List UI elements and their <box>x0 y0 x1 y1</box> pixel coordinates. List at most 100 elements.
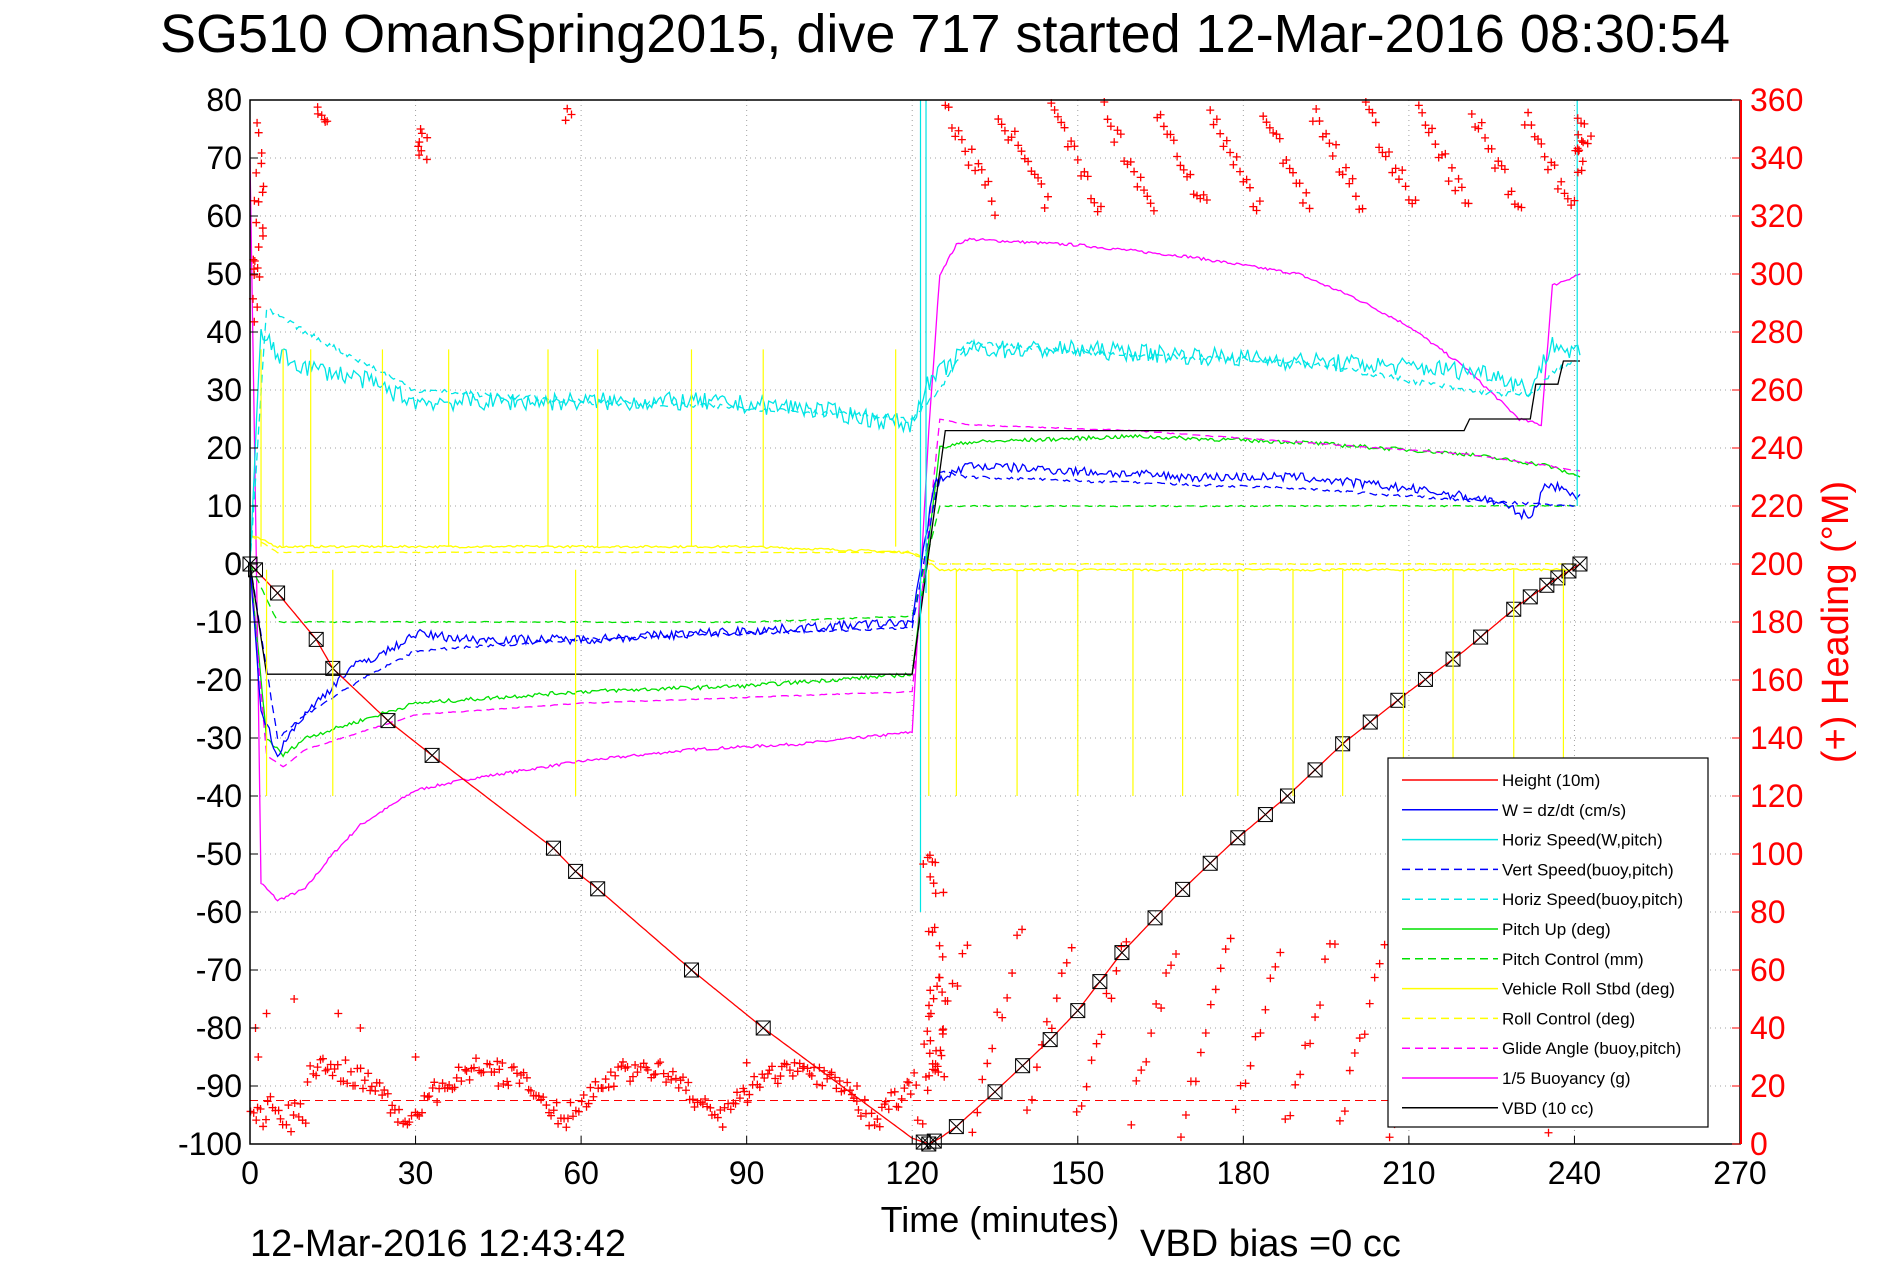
y-tick-label: -100 <box>178 1126 242 1162</box>
heading-mark <box>1444 177 1453 186</box>
heading-mark <box>1169 136 1178 145</box>
heading-mark <box>1355 1034 1364 1043</box>
heading-mark <box>522 1073 531 1082</box>
heading-mark <box>321 1066 330 1075</box>
height-marker-cross <box>248 562 263 578</box>
height-marker-cross <box>568 864 583 879</box>
height-marker-cross <box>270 585 285 601</box>
height-marker-cross <box>590 881 606 897</box>
height-marker-cross <box>1418 672 1433 687</box>
heading-mark <box>1202 196 1211 205</box>
y-tick-label: 60 <box>206 198 242 234</box>
heading-mark <box>912 1081 921 1090</box>
heading-mark <box>984 177 993 186</box>
heading-mark <box>609 1082 618 1091</box>
heading-mark <box>276 1114 285 1123</box>
heading-mark <box>1543 165 1552 174</box>
x-tick-label: 30 <box>398 1155 434 1191</box>
heading-mark <box>1305 204 1314 213</box>
heading-mark <box>1082 1082 1091 1091</box>
heading-mark <box>628 1072 637 1081</box>
heading-mark <box>1553 184 1562 193</box>
heading-mark <box>890 1087 899 1096</box>
heading-mark <box>1116 130 1125 139</box>
heading-mark <box>1221 945 1230 954</box>
heading-mark <box>498 1058 507 1067</box>
heading-mark <box>519 1068 528 1077</box>
footer-timestamp: 12-Mar-2016 12:43:42 <box>250 1223 626 1262</box>
heading-mark <box>1477 118 1486 127</box>
heading-mark <box>1206 1000 1215 1009</box>
heading-mark <box>1042 1017 1051 1026</box>
heading-mark <box>274 1106 283 1115</box>
height-marker-box <box>424 747 440 763</box>
height-marker-box <box>1362 714 1378 730</box>
heading-mark <box>1176 161 1185 170</box>
heading-mark <box>1236 1081 1245 1090</box>
height-marker-box <box>1015 1058 1031 1074</box>
heading-mark <box>1282 155 1291 164</box>
y-tick-label: -20 <box>196 662 242 698</box>
heading-mark <box>659 1069 668 1078</box>
heading-mark <box>913 1116 922 1125</box>
heading-mark <box>1103 115 1112 124</box>
heading-mark <box>257 149 266 158</box>
heading-mark <box>963 941 972 950</box>
legend-label: Height (10m) <box>1502 771 1600 790</box>
y-tick-label: 10 <box>206 488 242 524</box>
heading-mark <box>998 1013 1007 1022</box>
height-marker-cross <box>308 632 324 647</box>
heading-mark <box>671 1074 680 1083</box>
heading-mark <box>771 1074 780 1083</box>
y-tick-label: 50 <box>206 256 242 292</box>
heading-mark <box>668 1067 677 1076</box>
heading-mark <box>926 1036 935 1045</box>
heading-mark <box>1537 139 1546 148</box>
heading-mark <box>618 1057 627 1066</box>
heading-mark <box>253 303 262 312</box>
heading-mark <box>987 197 996 206</box>
height-marker-cross <box>1042 1032 1058 1047</box>
heading-mark <box>1481 133 1490 142</box>
heading-mark <box>974 159 983 168</box>
heading-mark <box>1431 140 1440 149</box>
series-line <box>249 159 1581 902</box>
heading-mark <box>445 1081 454 1090</box>
heading-mark <box>562 1123 571 1132</box>
heading-mark <box>1147 1029 1156 1038</box>
heading-mark <box>820 1066 829 1075</box>
heading-mark <box>1271 962 1280 971</box>
heading-mark <box>1259 112 1268 121</box>
heading-mark <box>923 853 932 862</box>
y-axis-left: 80 70 60 50 40 30 20 10 0 -10 -20 -30 -40 -50 -60 -70 -8… <box>178 82 258 1162</box>
heading-mark <box>1043 192 1052 201</box>
heading-mark <box>1577 166 1586 175</box>
heading-mark <box>263 1097 272 1106</box>
heading-mark <box>1179 165 1188 174</box>
heading-mark <box>1231 1105 1240 1114</box>
heading-mark <box>938 988 947 997</box>
heading-mark <box>1398 166 1407 175</box>
heading-mark <box>1574 130 1583 139</box>
heading-mark <box>1212 115 1221 124</box>
heading-mark <box>249 265 258 274</box>
legend-label: Horiz Speed(buoy,pitch) <box>1502 890 1683 909</box>
heading-mark <box>923 1086 932 1095</box>
heading-mark <box>701 1095 710 1104</box>
heading-mark <box>1348 174 1357 183</box>
heading-mark <box>823 1074 832 1083</box>
heading-mark <box>358 1084 367 1093</box>
height-marker-box <box>1522 589 1538 605</box>
series-line <box>249 534 1575 565</box>
heading-mark <box>1577 136 1586 145</box>
series-line <box>249 470 1575 740</box>
heading-mark <box>472 1054 481 1063</box>
heading-mark <box>790 1058 799 1067</box>
heading-mark <box>1070 142 1079 151</box>
heading-mark <box>852 1097 861 1106</box>
heading-mark <box>793 1067 802 1076</box>
y-right-tick-label: 20 <box>1750 1068 1786 1104</box>
height-marker-cross <box>1070 1003 1086 1018</box>
heading-mark <box>815 1063 824 1072</box>
heading-mark <box>831 1073 840 1082</box>
